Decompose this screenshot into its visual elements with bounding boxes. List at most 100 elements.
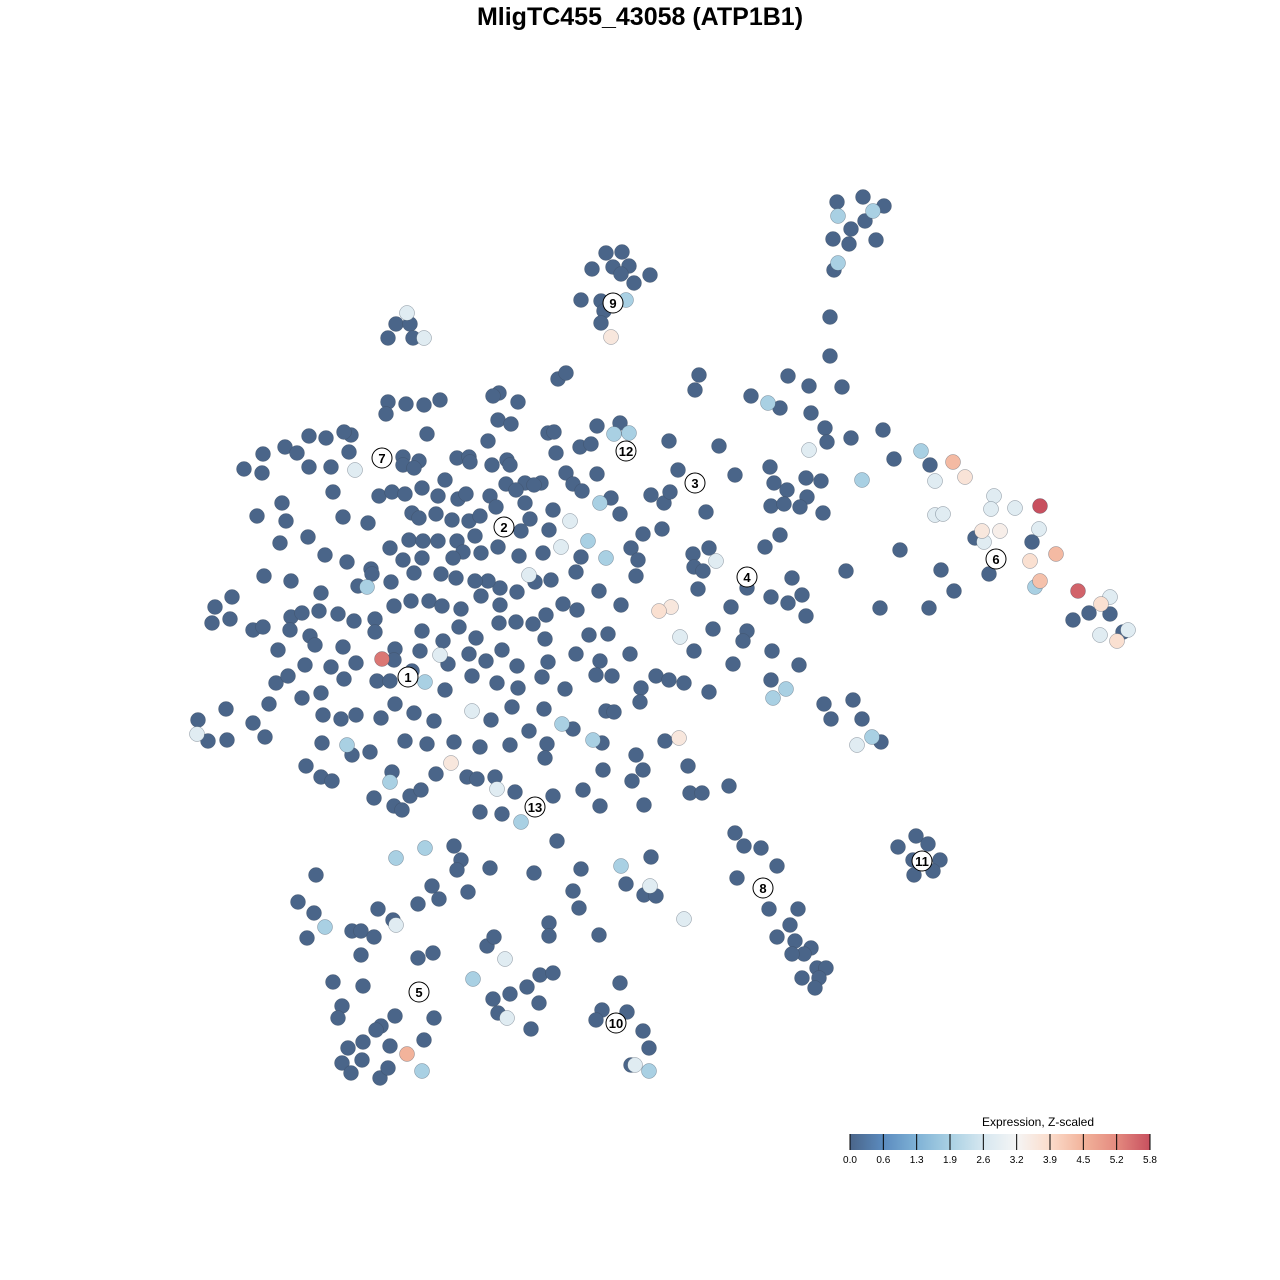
data-point [834, 379, 850, 395]
data-point [680, 758, 696, 774]
data-point [545, 502, 561, 518]
data-point [371, 488, 387, 504]
data-point [829, 194, 845, 210]
data-point [584, 261, 600, 277]
data-point [651, 603, 667, 619]
cluster-label: 12 [615, 440, 637, 462]
cluster-label-badge [602, 292, 624, 314]
data-point [449, 862, 465, 878]
data-point [553, 539, 569, 555]
data-point [399, 1046, 415, 1062]
data-point [503, 416, 519, 432]
data-point [417, 840, 433, 856]
data-point [545, 788, 561, 804]
data-point [735, 633, 751, 649]
data-point [573, 292, 589, 308]
data-point [760, 395, 776, 411]
data-point [280, 668, 296, 684]
data-point [549, 833, 565, 849]
data-point [612, 506, 628, 522]
data-point [588, 667, 604, 683]
data-point [430, 533, 446, 549]
data-point [671, 730, 687, 746]
data-point [568, 564, 584, 580]
data-point [890, 839, 906, 855]
data-point [642, 878, 658, 894]
cluster-label-badge [371, 447, 393, 469]
data-point [845, 692, 861, 708]
data-point [614, 244, 630, 260]
data-point [399, 305, 415, 321]
data-point [815, 505, 831, 521]
data-point [729, 870, 745, 886]
data-point [641, 1040, 657, 1056]
data-point [945, 454, 961, 470]
data-point [465, 971, 481, 987]
cluster-label: 4 [736, 566, 758, 588]
cluster-label: 6 [985, 548, 1007, 570]
data-point [308, 867, 324, 883]
cluster-label-text: 13 [528, 800, 542, 815]
data-point [416, 1032, 432, 1048]
data-point [932, 852, 948, 868]
data-point [1032, 498, 1048, 514]
data-point [437, 682, 453, 698]
data-point [461, 646, 477, 662]
data-point [306, 905, 322, 921]
data-point [776, 496, 792, 512]
cluster-label-text: 3 [691, 476, 698, 491]
cluster-label-text: 2 [500, 520, 507, 535]
data-point [575, 782, 591, 798]
cluster-label-text: 10 [609, 1016, 623, 1031]
data-point [411, 510, 427, 526]
colorbar-tick-label: 2.6 [976, 1155, 990, 1166]
data-point [458, 486, 474, 502]
data-point [569, 602, 585, 618]
data-point [763, 498, 779, 514]
data-point [589, 466, 605, 482]
colorbar-tick-label: 0.6 [876, 1155, 890, 1166]
data-point [534, 669, 550, 685]
data-point [428, 506, 444, 522]
data-point [701, 684, 717, 700]
data-point [460, 884, 476, 900]
data-point [300, 529, 316, 545]
data-point [397, 486, 413, 502]
data-point [540, 654, 556, 670]
data-point [502, 986, 518, 1002]
data-point [324, 773, 340, 789]
data-point [257, 729, 273, 745]
data-point [403, 593, 419, 609]
data-point [763, 589, 779, 605]
data-point [298, 758, 314, 774]
data-point [721, 778, 737, 794]
colorbar-tick-label: 4.5 [1076, 1155, 1090, 1166]
data-point [725, 656, 741, 672]
data-point [1024, 534, 1040, 550]
data-point [397, 733, 413, 749]
data-point [510, 394, 526, 410]
data-point [507, 784, 523, 800]
data-point [497, 951, 513, 967]
data-point [545, 965, 561, 981]
data-point [676, 675, 692, 691]
data-point [336, 671, 352, 687]
data-point [509, 658, 525, 674]
data-point [606, 704, 622, 720]
colorbar-tick-label: 5.2 [1110, 1155, 1124, 1166]
data-point [207, 599, 223, 615]
data-point [289, 445, 305, 461]
data-point [769, 929, 785, 945]
data-point [635, 1023, 651, 1039]
data-point [922, 457, 938, 473]
data-point [340, 1040, 356, 1056]
data-point [464, 703, 480, 719]
data-point [386, 598, 402, 614]
data-point [413, 782, 429, 798]
data-point [444, 512, 460, 528]
data-point [1109, 633, 1125, 649]
data-point [301, 428, 317, 444]
data-point [765, 690, 781, 706]
data-point [822, 309, 838, 325]
